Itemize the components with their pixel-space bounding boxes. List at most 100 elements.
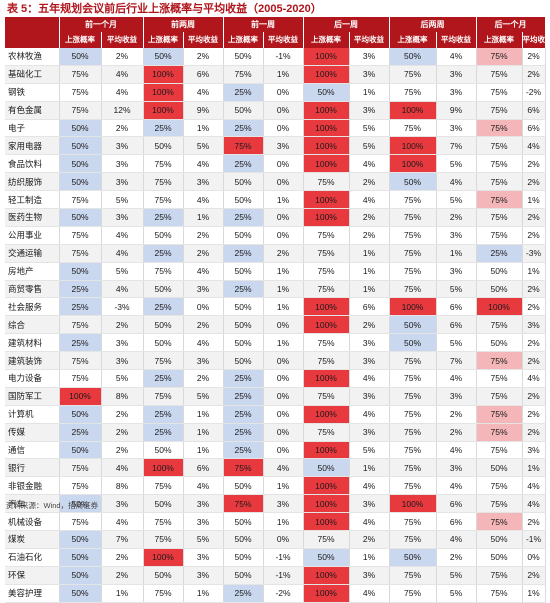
industry-name: 食品饮料 bbox=[5, 154, 60, 174]
return-header: 平均收益 bbox=[101, 32, 144, 48]
probability-cell: 25% bbox=[223, 405, 264, 424]
probability-cell: 75% bbox=[303, 351, 350, 371]
return-cell: 5% bbox=[183, 136, 224, 156]
probability-cell: 50% bbox=[143, 136, 184, 156]
industry-name: 纺织服饰 bbox=[5, 172, 60, 192]
return-cell: 8% bbox=[101, 387, 144, 406]
probability-cell: 50% bbox=[143, 494, 184, 514]
return-cell: -1% bbox=[263, 566, 304, 585]
industry-name: 煤炭 bbox=[5, 530, 60, 549]
table-row: 电力设备 75% 5% 25% 2% 25% 0% 100% 4% 75% 4% 75% 4% bbox=[5, 369, 546, 388]
return-cell: 3% bbox=[183, 494, 224, 514]
return-cell: 4% bbox=[183, 476, 224, 496]
industry-name: 通信 bbox=[5, 441, 60, 460]
industry-name: 家用电器 bbox=[5, 136, 60, 156]
source-note: 资料来源：Wind，招商证券 bbox=[6, 501, 99, 510]
return-cell: 4% bbox=[522, 476, 546, 496]
return-cell: 2% bbox=[101, 48, 144, 66]
return-cell: 4% bbox=[349, 476, 390, 496]
probability-cell: 100% bbox=[303, 154, 350, 174]
table-row: 社会服务 25% -3% 25% 0% 50% 1% 100% 6% 100% 6% 100% 2% bbox=[5, 297, 546, 317]
probability-cell: 75% bbox=[476, 136, 523, 156]
return-cell: 2% bbox=[349, 315, 390, 335]
probability-cell: 75% bbox=[143, 154, 184, 174]
probability-header: 上涨概率 bbox=[223, 32, 264, 48]
industry-name: 房地产 bbox=[5, 262, 60, 281]
return-cell: 4% bbox=[183, 333, 224, 353]
probability-cell: 50% bbox=[223, 351, 264, 371]
probability-cell: 75% bbox=[303, 530, 350, 549]
return-cell: 2% bbox=[522, 280, 546, 299]
probability-cell: 50% bbox=[59, 530, 102, 549]
probability-header: 上涨概率 bbox=[143, 32, 184, 48]
probability-cell: 50% bbox=[223, 476, 264, 496]
return-cell: 0% bbox=[263, 530, 304, 549]
probability-cell: 100% bbox=[303, 315, 350, 335]
probability-cell: 25% bbox=[143, 208, 184, 227]
probability-cell: 75% bbox=[389, 369, 437, 388]
return-cell: 3% bbox=[436, 83, 477, 102]
probability-cell: 75% bbox=[59, 226, 102, 245]
probability-cell: 75% bbox=[476, 423, 523, 442]
probability-cell: 75% bbox=[389, 476, 437, 496]
probability-cell: 75% bbox=[223, 65, 264, 84]
probability-cell: 50% bbox=[59, 48, 102, 66]
return-cell: 2% bbox=[522, 333, 546, 353]
return-cell: 4% bbox=[349, 190, 390, 210]
probability-cell: 100% bbox=[303, 297, 350, 317]
probability-cell: 75% bbox=[476, 584, 523, 603]
probability-cell: 100% bbox=[303, 584, 350, 603]
probability-cell: 75% bbox=[389, 226, 437, 245]
probability-cell: 50% bbox=[59, 208, 102, 227]
table-row: 综合 75% 2% 50% 2% 50% 0% 100% 2% 50% 6% 75% 3% bbox=[5, 315, 546, 335]
return-cell: 4% bbox=[101, 280, 144, 299]
return-cell: 4% bbox=[101, 244, 144, 263]
return-cell: 3% bbox=[101, 172, 144, 192]
industry-name: 轻工制造 bbox=[5, 190, 60, 210]
probability-cell: 50% bbox=[143, 48, 184, 66]
return-cell: 0% bbox=[263, 423, 304, 442]
return-cell: 4% bbox=[436, 476, 477, 496]
probability-cell: 75% bbox=[476, 119, 523, 138]
return-cell: 4% bbox=[522, 494, 546, 514]
return-cell: 5% bbox=[101, 190, 144, 210]
probability-cell: 75% bbox=[389, 262, 437, 281]
probability-cell: 75% bbox=[389, 208, 437, 227]
return-cell: 9% bbox=[436, 101, 477, 120]
probability-cell: 75% bbox=[389, 119, 437, 138]
table-row: 国防军工 100% 8% 75% 5% 25% 0% 75% 3% 75% 3% 75% 2% bbox=[5, 387, 546, 406]
probability-cell: 75% bbox=[59, 369, 102, 388]
return-cell: 2% bbox=[436, 208, 477, 227]
probability-cell: 75% bbox=[476, 512, 523, 532]
probability-cell: 75% bbox=[476, 48, 523, 66]
return-cell: 1% bbox=[349, 280, 390, 299]
probability-cell: 75% bbox=[143, 530, 184, 549]
probability-cell: 100% bbox=[303, 190, 350, 210]
return-cell: 4% bbox=[436, 369, 477, 388]
industry-name: 社会服务 bbox=[5, 297, 60, 317]
probability-cell: 50% bbox=[476, 530, 523, 549]
return-cell: 4% bbox=[263, 458, 304, 478]
table-row: 汽车 50% 3% 50% 3% 75% 3% 100% 3% 100% 6% 75% 4% bbox=[5, 494, 546, 514]
return-cell: 3% bbox=[349, 48, 390, 66]
return-cell: 4% bbox=[101, 83, 144, 102]
probability-cell: 75% bbox=[223, 494, 264, 514]
return-cell: 2% bbox=[183, 226, 224, 245]
return-cell: 2% bbox=[522, 48, 546, 66]
return-cell: 1% bbox=[349, 244, 390, 263]
probability-cell: 100% bbox=[303, 405, 350, 424]
return-cell: 2% bbox=[101, 423, 144, 442]
return-cell: 1% bbox=[183, 441, 224, 460]
return-cell: 1% bbox=[263, 297, 304, 317]
probability-cell: 75% bbox=[59, 458, 102, 478]
return-cell: 3% bbox=[183, 280, 224, 299]
return-cell: 3% bbox=[349, 65, 390, 84]
return-cell: 0% bbox=[263, 101, 304, 120]
return-cell: 1% bbox=[522, 458, 546, 478]
return-header: 平均收益 bbox=[349, 32, 390, 48]
return-cell: 6% bbox=[436, 315, 477, 335]
return-cell: 5% bbox=[349, 136, 390, 156]
return-cell: 4% bbox=[349, 512, 390, 532]
return-cell: 2% bbox=[183, 315, 224, 335]
probability-cell: 75% bbox=[59, 83, 102, 102]
